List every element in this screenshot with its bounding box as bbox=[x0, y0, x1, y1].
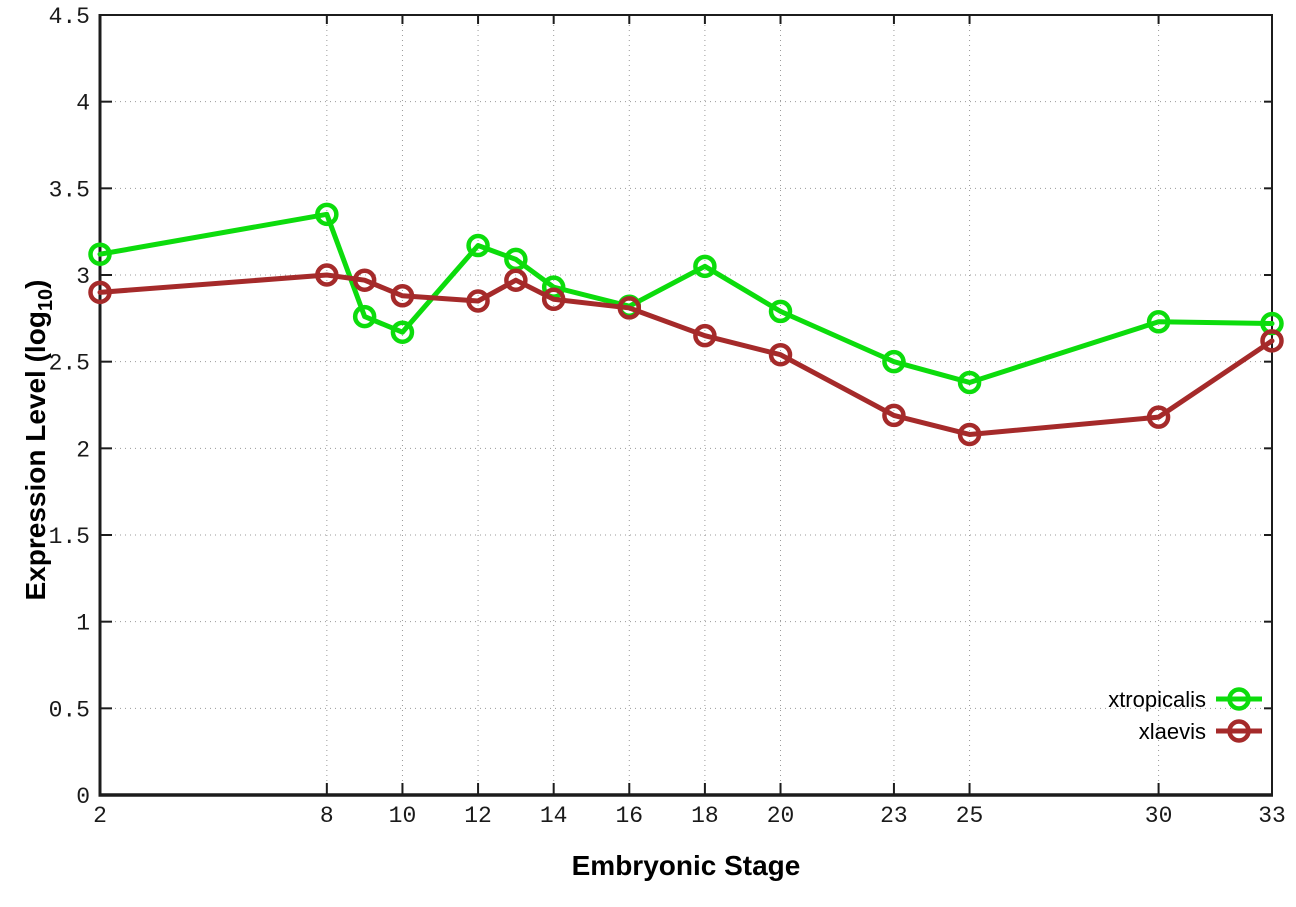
series-xlaevis-marker bbox=[957, 422, 982, 447]
series-xlaevis-marker bbox=[768, 342, 793, 367]
series-xlaevis-marker bbox=[504, 268, 528, 292]
series-xlaevis-marker bbox=[541, 287, 566, 312]
x-tick-label: 16 bbox=[615, 803, 643, 829]
x-tick-label: 30 bbox=[1145, 803, 1173, 829]
series-xlaevis-marker bbox=[882, 403, 906, 428]
series-xlaevis-marker bbox=[315, 263, 339, 287]
x-tick-label: 33 bbox=[1258, 803, 1286, 829]
series-xtropicalis-marker bbox=[315, 202, 339, 227]
x-tick-label: 10 bbox=[389, 803, 417, 829]
series-xtropicalis-marker bbox=[882, 349, 906, 374]
y-tick-label: 4.5 bbox=[49, 4, 90, 30]
series-xlaevis-marker bbox=[693, 323, 717, 348]
series-xlaevis-marker bbox=[466, 289, 490, 313]
legend-label-xlaevis: xlaevis bbox=[1139, 719, 1206, 744]
x-tick-label: 14 bbox=[540, 803, 568, 829]
y-tick-label: 1 bbox=[76, 611, 90, 637]
y-tick-label: 3 bbox=[76, 264, 90, 290]
legend-sample-marker-xlaevis bbox=[1227, 719, 1251, 743]
legend-label-xtropicalis: xtropicalis bbox=[1108, 687, 1206, 712]
series-xtropicalis-marker bbox=[352, 304, 377, 329]
series-xtropicalis-marker bbox=[466, 233, 490, 258]
x-tick-label: 8 bbox=[320, 803, 334, 829]
y-tick-label: 2.5 bbox=[49, 351, 90, 377]
series-xlaevis-marker bbox=[617, 296, 642, 320]
legend-sample-marker-xtropicalis bbox=[1227, 687, 1251, 711]
y-axis-title: Expression Level (log10) bbox=[20, 280, 57, 601]
y-tick-label: 1.5 bbox=[49, 524, 90, 550]
x-tick-label: 12 bbox=[464, 803, 492, 829]
series-xlaevis-line bbox=[97, 272, 1275, 437]
x-tick-label: 18 bbox=[691, 803, 719, 829]
x-tick-label: 20 bbox=[767, 803, 795, 829]
series-xlaevis-marker bbox=[352, 268, 377, 292]
x-tick-label: 25 bbox=[956, 803, 984, 829]
x-tick-label: 23 bbox=[880, 803, 908, 829]
series-xtropicalis-marker bbox=[693, 254, 717, 279]
series-xlaevis-marker bbox=[1260, 329, 1284, 353]
x-axis-title: Embryonic Stage bbox=[572, 850, 801, 881]
y-tick-label: 3.5 bbox=[49, 177, 90, 203]
series-xtropicalis-marker bbox=[88, 242, 112, 266]
x-tick-label: 2 bbox=[93, 803, 107, 829]
y-tick-label: 0.5 bbox=[49, 697, 90, 723]
series-xlaevis-marker bbox=[88, 280, 112, 305]
series-xtropicalis-line bbox=[97, 211, 1275, 385]
series-xtropicalis-marker bbox=[957, 370, 982, 395]
y-tick-label: 2 bbox=[76, 437, 90, 463]
series-xtropicalis-marker bbox=[768, 299, 793, 324]
y-tick-label: 0 bbox=[76, 784, 90, 810]
series-xtropicalis-marker bbox=[1146, 310, 1171, 334]
y-tick-label: 4 bbox=[76, 91, 90, 117]
series-xlaevis-marker bbox=[390, 284, 415, 308]
series-xlaevis-marker bbox=[1146, 405, 1171, 429]
series-xtropicalis-marker bbox=[390, 320, 415, 344]
